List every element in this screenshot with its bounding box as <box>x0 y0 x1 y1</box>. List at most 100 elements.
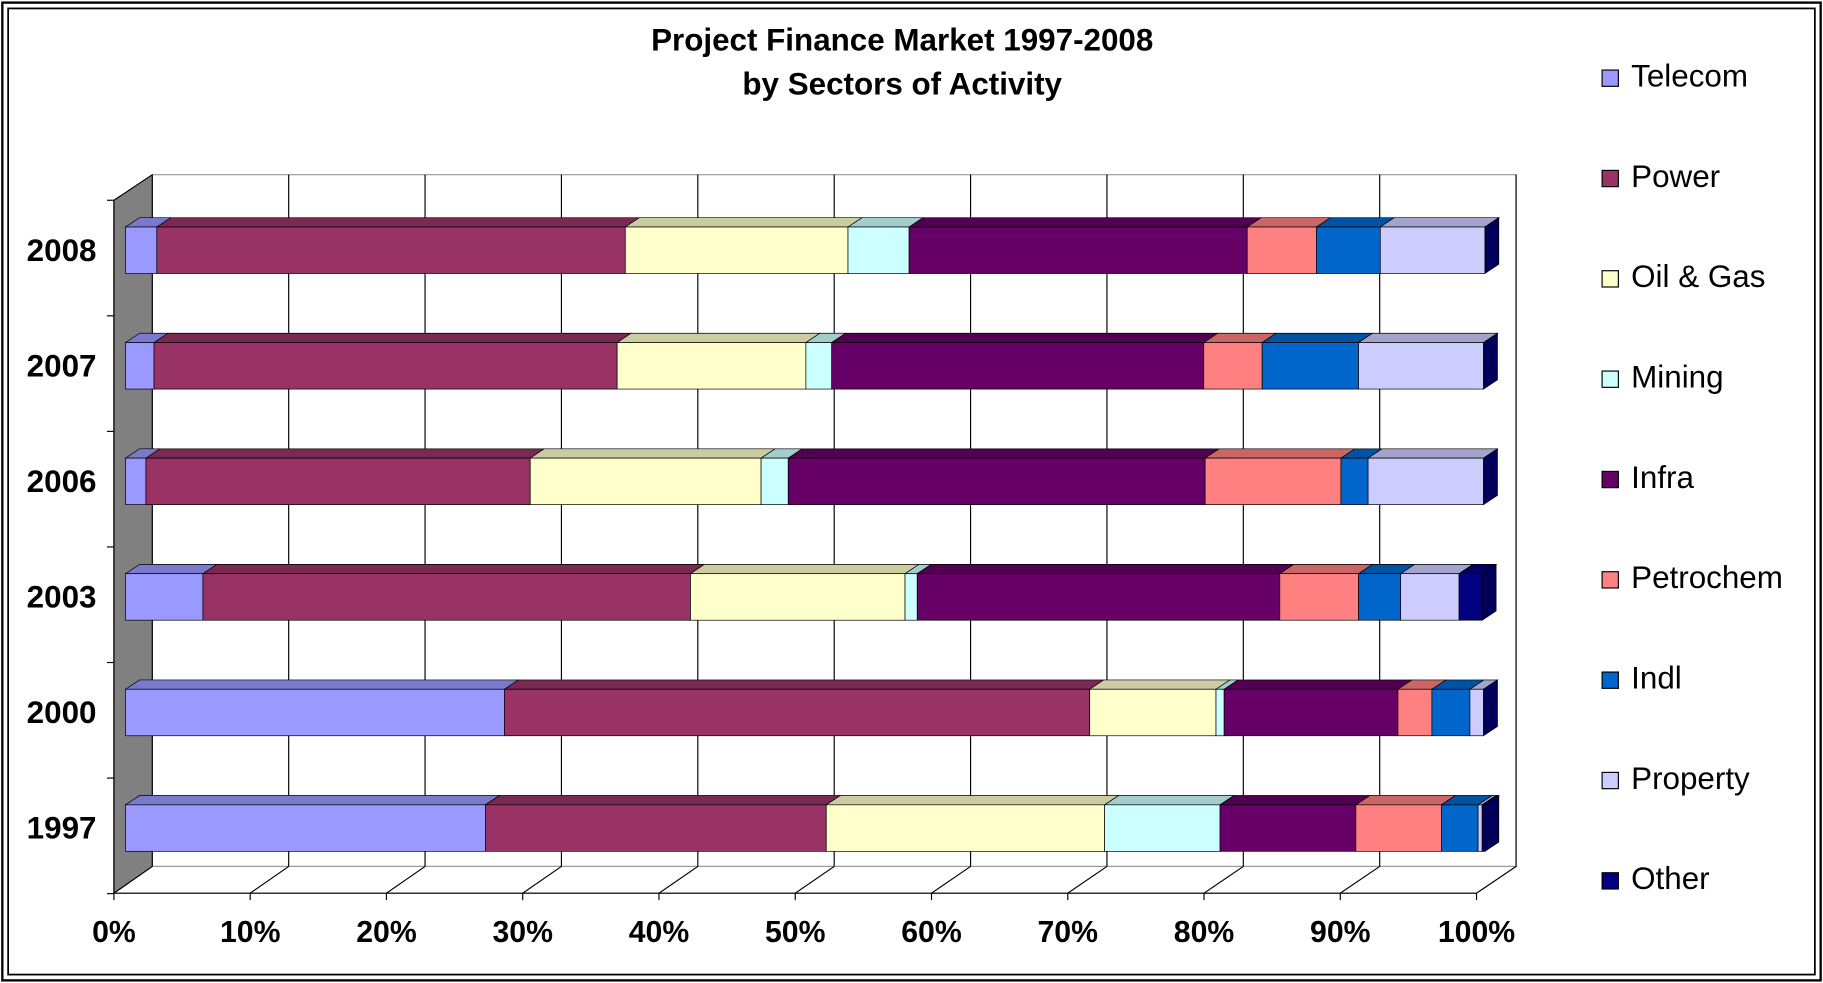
legend-label: Petrochem <box>1631 560 1783 595</box>
bar <box>1469 688 1484 737</box>
bar <box>1279 573 1359 621</box>
bar <box>125 688 505 737</box>
legend-swatch <box>1601 671 1619 689</box>
floor-grid-line <box>1203 865 1244 894</box>
y-tick-label: 2003 <box>27 580 97 615</box>
bar <box>1203 342 1263 390</box>
bar-end <box>1484 794 1500 852</box>
legend-swatch <box>1601 370 1619 388</box>
y-tick-label: 2000 <box>27 695 97 730</box>
legend-swatch <box>1601 872 1619 890</box>
bar-top <box>1088 679 1232 690</box>
bar <box>1431 688 1471 737</box>
bar <box>1379 226 1486 274</box>
bar-end <box>1483 448 1498 506</box>
bar <box>1340 457 1369 505</box>
bar <box>504 688 1091 737</box>
legend-swatch <box>1601 771 1619 790</box>
bar-top <box>1354 795 1457 806</box>
bar <box>125 457 147 505</box>
side-wall <box>113 173 153 895</box>
x-tick-label: 10% <box>220 916 281 949</box>
bar-top <box>152 332 633 343</box>
floor-grid-line <box>1476 865 1517 894</box>
bar <box>616 342 807 390</box>
legend-swatch <box>1601 470 1619 489</box>
bar-top <box>144 448 546 459</box>
bar-top <box>529 448 777 459</box>
bar-top <box>503 679 1105 690</box>
x-tick-label: 50% <box>765 916 826 949</box>
bar <box>624 226 849 274</box>
bar <box>485 804 827 852</box>
bar <box>1204 457 1342 505</box>
bar-top <box>1366 448 1499 459</box>
bar-top <box>907 217 1263 228</box>
bar-top <box>830 332 1219 343</box>
floor-grid-line <box>249 865 290 894</box>
bar-top <box>624 217 864 228</box>
bar-top <box>615 332 821 343</box>
bar-top <box>124 564 219 575</box>
x-tick-label: 60% <box>901 916 962 949</box>
bar-top <box>124 679 520 690</box>
bar-end <box>1483 679 1498 737</box>
legend-label: Property <box>1631 761 1750 796</box>
bar <box>1355 804 1442 852</box>
bar-top <box>825 795 1120 806</box>
floor-grid-line <box>1339 865 1381 894</box>
bar <box>1441 804 1479 852</box>
legend-swatch <box>1601 69 1619 87</box>
bar-end <box>1484 217 1500 275</box>
floor-grid-line <box>113 865 153 894</box>
x-tick-label: 40% <box>629 916 690 949</box>
legend-label: Indl <box>1631 660 1682 695</box>
bar-top <box>201 564 706 575</box>
bar-top <box>1357 332 1499 343</box>
bar <box>908 226 1248 274</box>
legend-label: Infra <box>1631 460 1694 495</box>
bar <box>1246 226 1317 274</box>
legend-swatch <box>1601 571 1619 589</box>
bar <box>831 342 1205 390</box>
bar <box>760 457 789 505</box>
legend-label: Oil & Gas <box>1631 259 1765 294</box>
bar <box>1458 573 1483 621</box>
bar-top <box>1379 217 1500 228</box>
bar <box>529 457 762 505</box>
bar <box>1477 804 1483 852</box>
x-tick-label: 100% <box>1438 916 1515 949</box>
bar-top <box>1278 564 1374 575</box>
y-tick-label: 1997 <box>27 811 97 846</box>
bar <box>125 342 155 390</box>
bar <box>690 573 906 621</box>
legend-swatch <box>1601 270 1619 288</box>
bar-end <box>1483 332 1498 390</box>
bar <box>1261 342 1359 390</box>
bar <box>145 457 531 505</box>
bar <box>847 226 910 274</box>
bar <box>1481 804 1486 852</box>
bar <box>1397 688 1433 737</box>
bar <box>1358 573 1402 621</box>
inner-border <box>7 7 1816 976</box>
bar <box>202 573 691 621</box>
chart-title: by Sectors of Activity <box>742 67 1062 102</box>
bar <box>125 804 486 852</box>
bar <box>1219 804 1357 852</box>
bar <box>153 342 618 390</box>
x-tick-label: 0% <box>92 916 136 949</box>
y-tick-label: 2007 <box>27 348 97 383</box>
y-tick-label: 2008 <box>27 233 97 268</box>
floor-grid-line <box>794 865 835 894</box>
legend-label: Other <box>1631 861 1709 896</box>
x-tick-label: 30% <box>492 916 553 949</box>
floor-grid-line <box>658 865 699 894</box>
bar <box>1104 804 1221 852</box>
bar <box>805 342 833 390</box>
bar <box>916 573 1281 621</box>
bar-top <box>689 564 921 575</box>
chart-title: Project Finance Market 1997-2008 <box>651 22 1153 57</box>
floor-grid-line <box>1067 865 1108 894</box>
legend-label: Power <box>1631 159 1720 194</box>
